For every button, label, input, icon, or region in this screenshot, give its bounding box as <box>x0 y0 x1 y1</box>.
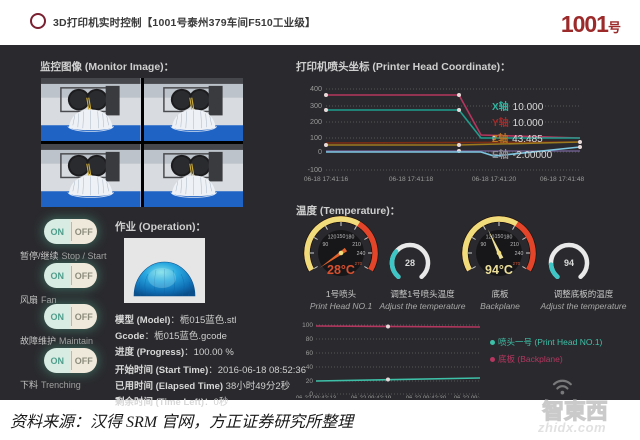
svg-text:120: 120 <box>328 234 337 240</box>
svg-text:0: 0 <box>318 147 322 156</box>
svg-text:06-18 17:41:18: 06-18 17:41:18 <box>389 176 434 183</box>
svg-text:270: 270 <box>513 261 521 266</box>
svg-text:40: 40 <box>306 364 314 371</box>
svg-text:06-22 09:42:35: 06-22 09:42:35 <box>454 396 480 398</box>
svg-text:06-18 17:41:48: 06-18 17:41:48 <box>540 176 585 183</box>
svg-text:150: 150 <box>495 234 504 240</box>
svg-text:100: 100 <box>310 133 322 142</box>
svg-text:28: 28 <box>405 258 415 268</box>
svg-text:-100: -100 <box>308 165 322 174</box>
svg-text:90: 90 <box>323 242 329 248</box>
svg-text:20: 20 <box>306 378 314 385</box>
svg-text:210: 210 <box>352 242 361 248</box>
svg-text:94°C: 94°C <box>485 263 513 277</box>
svg-text:60: 60 <box>306 350 314 357</box>
svg-text:270: 270 <box>355 261 363 266</box>
svg-text:90: 90 <box>481 242 487 248</box>
svg-text:80: 80 <box>306 336 314 343</box>
svg-text:100: 100 <box>302 322 313 329</box>
svg-text:180: 180 <box>504 234 513 240</box>
svg-text:240: 240 <box>357 251 366 257</box>
svg-text:240: 240 <box>515 251 524 257</box>
svg-text:180: 180 <box>346 234 355 240</box>
svg-text:28°C: 28°C <box>327 263 355 277</box>
svg-text:150: 150 <box>337 234 346 240</box>
svg-text:300: 300 <box>310 101 322 110</box>
svg-text:06-18 17:41:16: 06-18 17:41:16 <box>304 176 349 183</box>
svg-text:06-22 09:42:19: 06-22 09:42:19 <box>351 396 392 398</box>
svg-text:200: 200 <box>310 117 322 126</box>
svg-text:06-22 09:42:30: 06-22 09:42:30 <box>406 396 447 398</box>
svg-text:210: 210 <box>510 242 519 248</box>
svg-text:06-22 09:42:13: 06-22 09:42:13 <box>296 396 337 398</box>
svg-text:400: 400 <box>310 84 322 93</box>
svg-text:06-18 17:41:20: 06-18 17:41:20 <box>472 176 517 183</box>
svg-text:94: 94 <box>564 258 574 268</box>
